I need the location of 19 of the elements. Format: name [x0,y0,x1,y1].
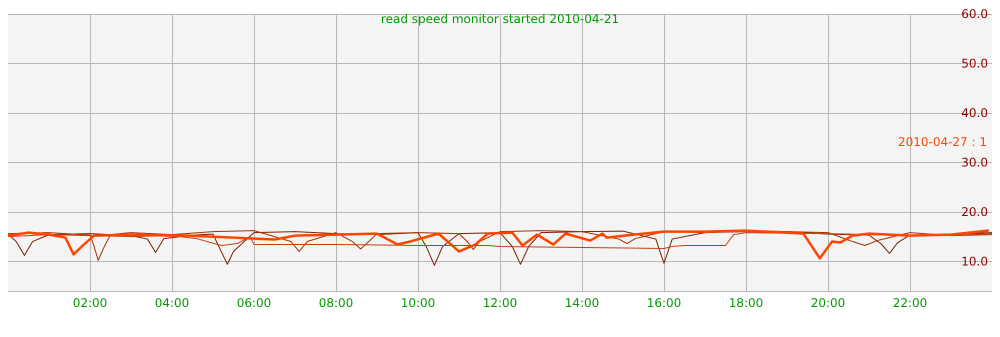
x-tick-label: 14:00 [564,296,600,310]
x-tick-label: 22:00 [892,296,928,310]
y-tick-label: 30.0 [961,155,988,170]
text: 2010-04-27 : 1 [898,135,987,149]
chart-title: read speed monitor started 2010-04-21 [380,12,620,26]
y-tick-label: 10.0 [961,254,988,268]
x-tick-label: 20:00 [810,296,846,310]
y-tick-label: 20.0 [961,204,988,219]
x-tick-label: 16:00 [646,296,682,310]
x-tick-label: 02:00 [72,296,108,310]
y-tick-label: 60.0 [961,7,988,21]
x-tick-label: 08:00 [318,296,354,310]
x-tick-label: 04:00 [154,296,190,310]
x-tick-label: 10:00 [400,296,436,310]
x-tick-label: 06:00 [236,296,272,310]
y-tick-label: 40.0 [961,106,988,120]
x-tick-label: 18:00 [728,296,764,310]
x-tick-label: 12:00 [482,296,518,310]
y-tick-label: 50.0 [961,56,988,70]
